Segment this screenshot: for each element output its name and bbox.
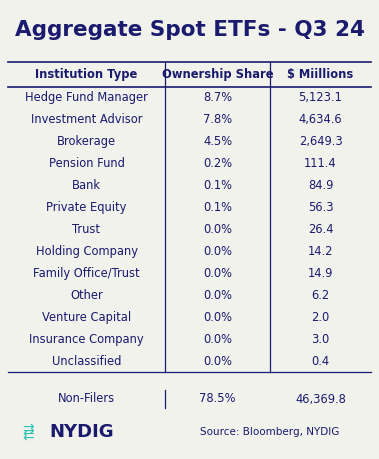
Text: 6.2: 6.2	[312, 289, 330, 302]
Text: 4,634.6: 4,634.6	[299, 113, 342, 126]
Text: 5,123.1: 5,123.1	[299, 91, 343, 105]
Text: ⇇: ⇇	[22, 429, 34, 443]
Text: 111.4: 111.4	[304, 157, 337, 170]
Text: 2.0: 2.0	[312, 311, 330, 324]
Text: Private Equity: Private Equity	[46, 201, 127, 214]
Text: 2,649.3: 2,649.3	[299, 135, 342, 148]
Text: NYDIG: NYDIG	[50, 423, 114, 441]
Text: 56.3: 56.3	[308, 201, 333, 214]
Text: 0.0%: 0.0%	[203, 267, 232, 280]
Text: 46,369.8: 46,369.8	[295, 392, 346, 405]
Text: 0.1%: 0.1%	[203, 201, 232, 214]
Text: Institution Type: Institution Type	[35, 68, 138, 81]
Text: Venture Capital: Venture Capital	[42, 311, 131, 324]
Text: Investment Advisor: Investment Advisor	[31, 113, 142, 126]
Text: ⇉: ⇉	[22, 423, 34, 437]
Text: Pension Fund: Pension Fund	[49, 157, 124, 170]
Text: 7.8%: 7.8%	[203, 113, 232, 126]
Text: 0.0%: 0.0%	[203, 311, 232, 324]
Text: Other: Other	[70, 289, 103, 302]
Text: 84.9: 84.9	[308, 179, 333, 192]
Text: 0.1%: 0.1%	[203, 179, 232, 192]
Text: 4.5%: 4.5%	[203, 135, 232, 148]
Text: Trust: Trust	[72, 223, 100, 236]
Text: 14.9: 14.9	[308, 267, 333, 280]
Text: 26.4: 26.4	[308, 223, 333, 236]
Text: Holding Company: Holding Company	[36, 245, 138, 258]
Text: 0.2%: 0.2%	[203, 157, 232, 170]
Text: 8.7%: 8.7%	[203, 91, 232, 105]
Text: Ownership Share: Ownership Share	[162, 68, 273, 81]
Text: Source: Bloomberg, NYDIG: Source: Bloomberg, NYDIG	[200, 427, 340, 437]
Text: Non-Filers: Non-Filers	[58, 392, 115, 405]
Text: Hedge Fund Manager: Hedge Fund Manager	[25, 91, 148, 105]
Text: Brokerage: Brokerage	[57, 135, 116, 148]
Text: 0.0%: 0.0%	[203, 223, 232, 236]
Text: 0.0%: 0.0%	[203, 245, 232, 258]
Text: Aggregate Spot ETFs - Q3 24: Aggregate Spot ETFs - Q3 24	[14, 20, 365, 40]
Text: Unclassified: Unclassified	[52, 354, 121, 368]
Text: 0.0%: 0.0%	[203, 354, 232, 368]
Text: 3.0: 3.0	[312, 333, 330, 346]
Text: 0.0%: 0.0%	[203, 289, 232, 302]
Text: 0.0%: 0.0%	[203, 333, 232, 346]
Text: Family Office/Trust: Family Office/Trust	[33, 267, 140, 280]
Text: Insurance Company: Insurance Company	[29, 333, 144, 346]
Text: $ Miillions: $ Miillions	[287, 68, 354, 81]
Text: 14.2: 14.2	[308, 245, 333, 258]
Text: 78.5%: 78.5%	[199, 392, 236, 405]
Text: 0.4: 0.4	[312, 354, 330, 368]
Text: Bank: Bank	[72, 179, 101, 192]
